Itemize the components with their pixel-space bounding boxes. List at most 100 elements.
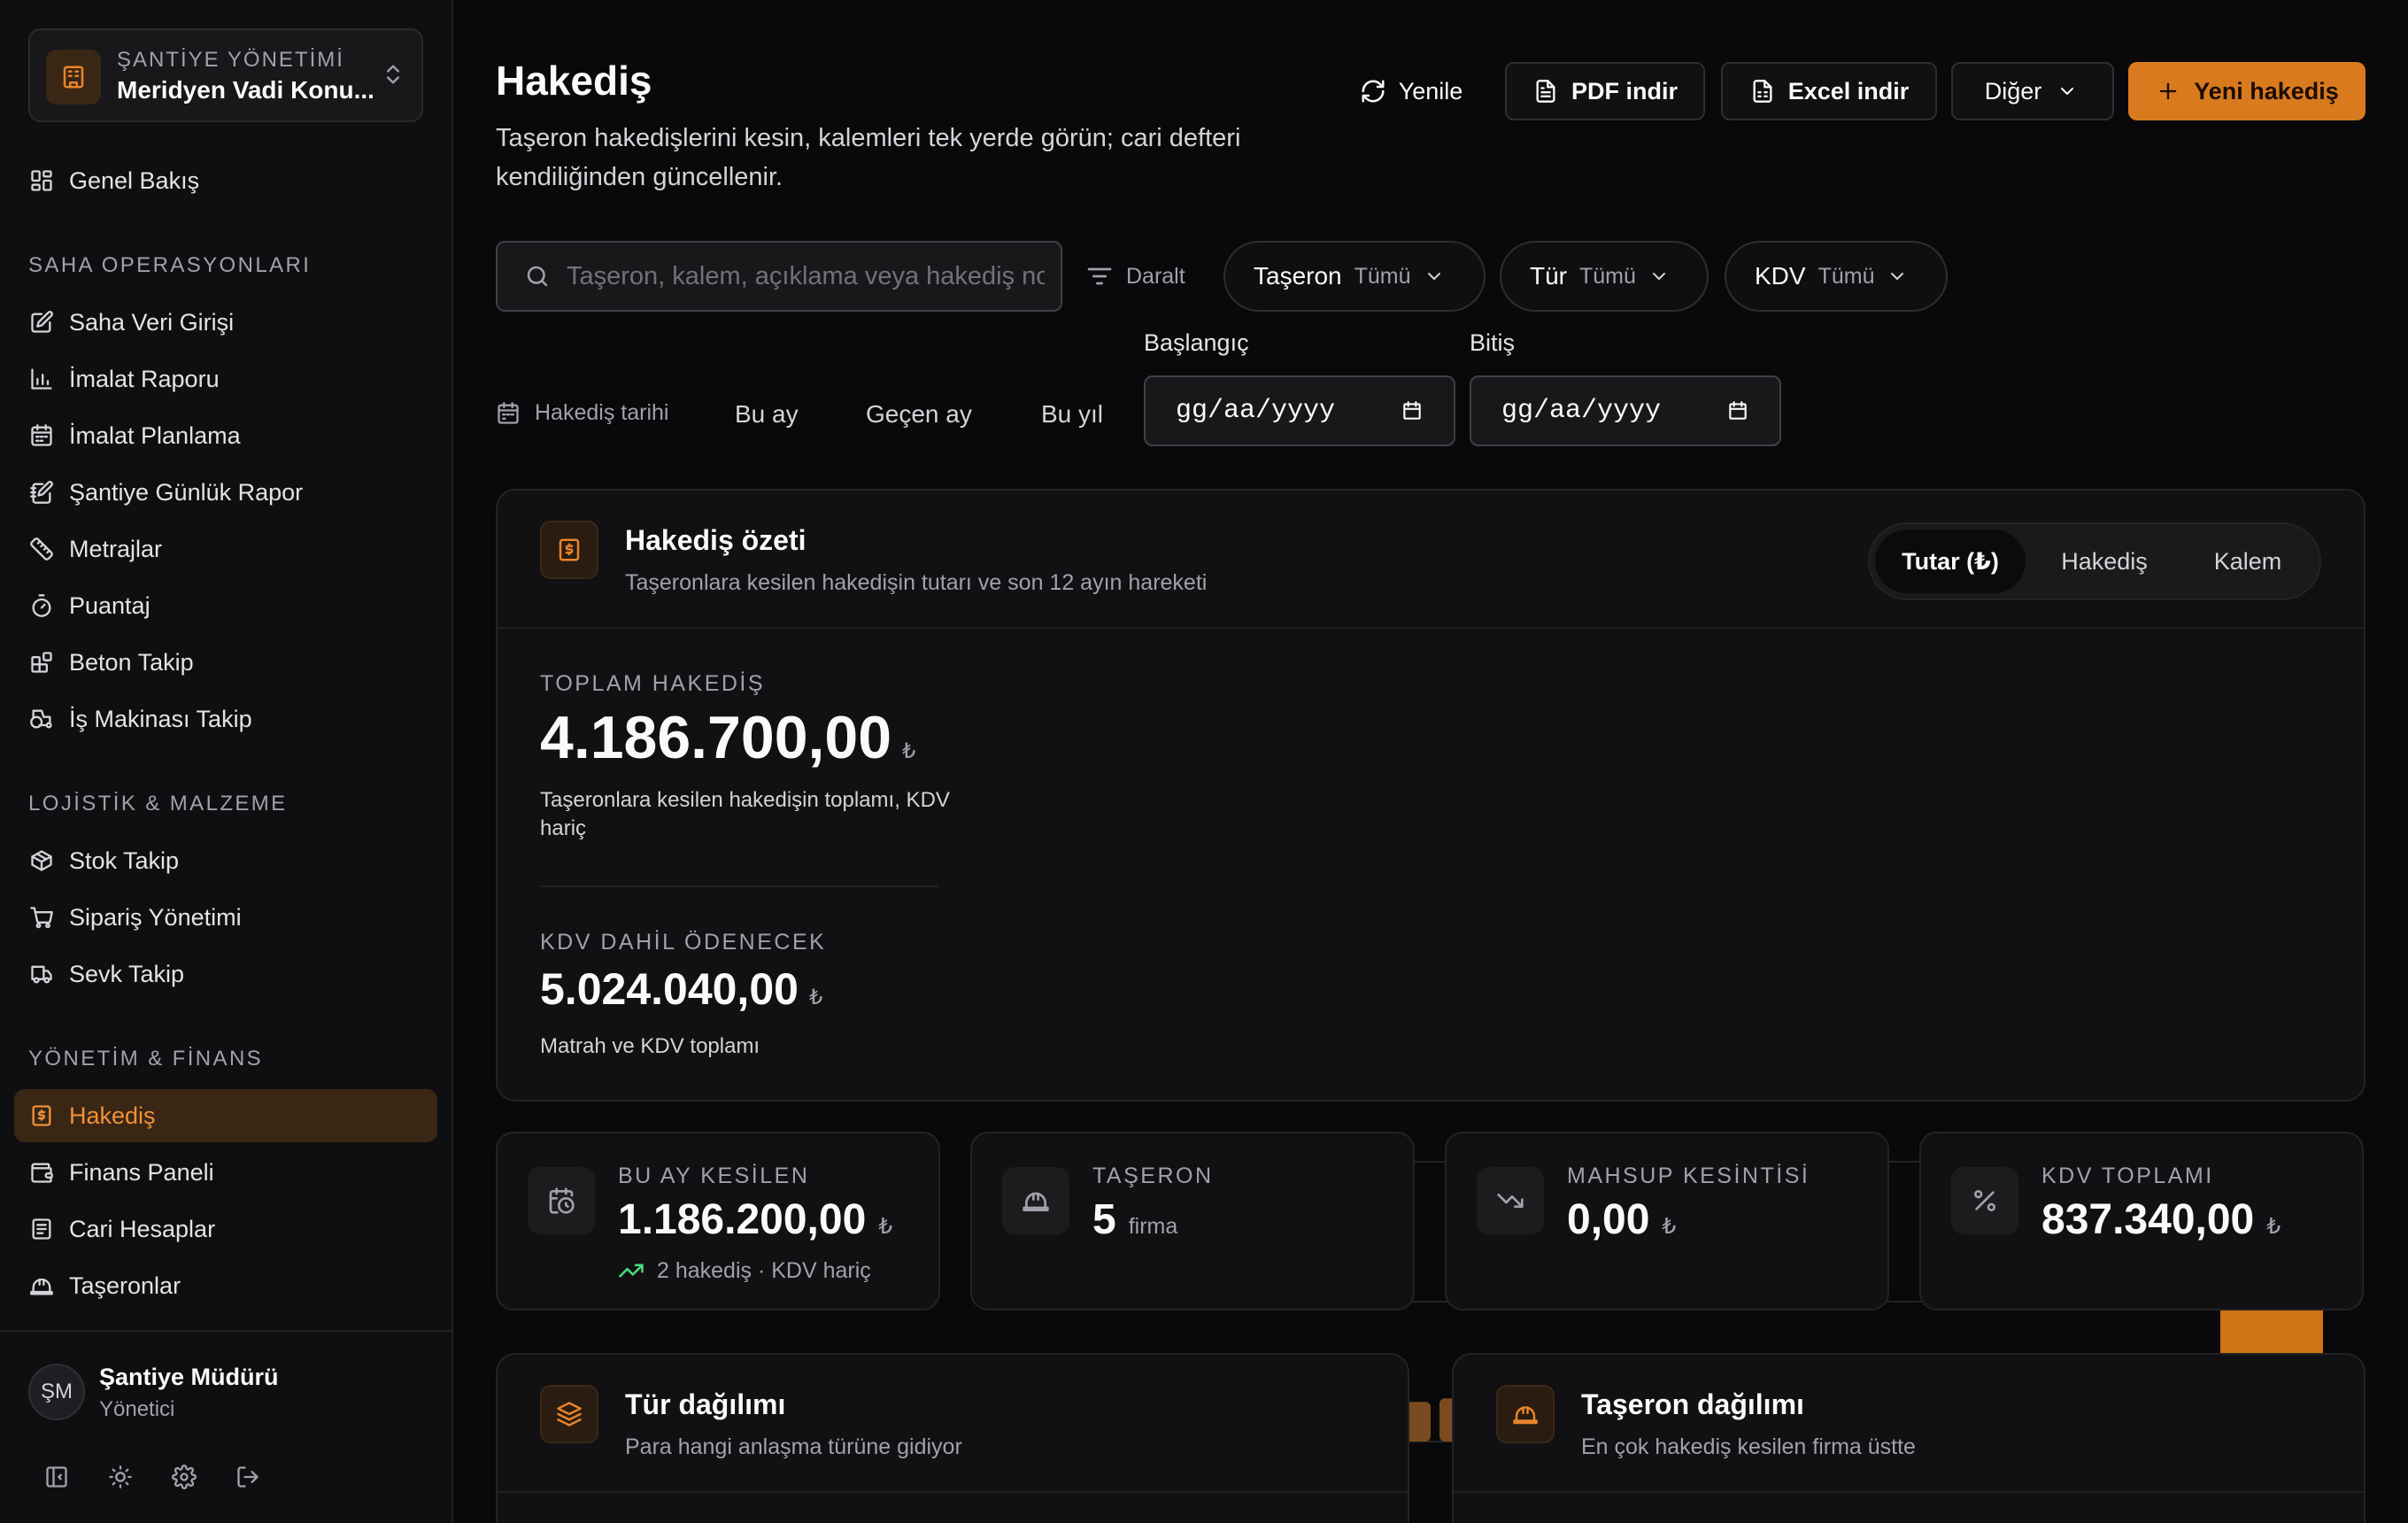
avatar[interactable]: ŞM (28, 1364, 85, 1420)
sidebar-item-progress-payment[interactable]: Hakediş (14, 1089, 437, 1142)
sidebar-item-label: Sevk Takip (69, 960, 185, 987)
sidebar-item-production-report[interactable]: İmalat Raporu (14, 352, 437, 406)
ruler-icon (28, 536, 55, 562)
subcontractor-filter[interactable]: Taşeron Tümü (1223, 241, 1486, 312)
shopping-cart-icon (28, 904, 55, 931)
type-filter[interactable]: Tür Tümü (1500, 241, 1709, 312)
chevron-down-icon (1887, 266, 1908, 287)
sidebar-item-stock[interactable]: Stok Takip (14, 834, 437, 887)
sidebar-item-field-entry[interactable]: Saha Veri Girişi (14, 296, 437, 349)
gear-icon[interactable] (159, 1452, 209, 1502)
sidebar-item-label: Şantiye Günlük Rapor (69, 478, 304, 506)
sidebar-footer: ŞM Şantiye Müdürü Yönetici (0, 1330, 452, 1523)
wallet-icon (28, 1159, 55, 1186)
range-this-year[interactable]: Bu yıl (1041, 400, 1104, 428)
sidebar-collapse-icon[interactable] (32, 1452, 81, 1502)
chevron-down-icon (1648, 266, 1670, 287)
stat-card-offset-deduction: MAHSUP KESİNTİSİ 0,00 ₺ (1445, 1132, 1889, 1310)
calendar-icon (496, 401, 521, 426)
sidebar-item-finance[interactable]: Finans Paneli (14, 1146, 437, 1199)
summary-subtitle: Taşeronlara kesilen hakedişin tutarı ve … (625, 570, 1208, 595)
file-text-icon (1532, 78, 1559, 104)
range-last-month[interactable]: Geçen ay (866, 400, 972, 428)
excel-download-button[interactable]: Excel indir (1721, 62, 1937, 120)
nav-section-title: SAHA OPERASYONLARI (28, 253, 312, 277)
calendar-clock-icon (528, 1167, 595, 1234)
sidebar-item-subcontractors[interactable]: Taşeronlar (14, 1259, 437, 1312)
sidebar-item-accounts[interactable]: Cari Hesaplar (14, 1202, 437, 1256)
sidebar-item-machinery[interactable]: İş Makinası Takip (14, 692, 437, 746)
sidebar-item-production-planning[interactable]: İmalat Planlama (14, 409, 437, 462)
card-divider (1454, 1491, 2364, 1493)
page-subtitle: Taşeron hakedişlerini kesin, kalemleri t… (496, 124, 1241, 191)
refresh-label: Yenile (1398, 77, 1463, 104)
sidebar-item-orders[interactable]: Sipariş Yönetimi (14, 891, 437, 944)
sidebar-item-concrete[interactable]: Beton Takip (14, 636, 437, 689)
pencil-square-icon (28, 309, 55, 336)
summary-card: Hakediş özeti Taşeronlara kesilen hakedi… (496, 489, 2366, 1480)
range-this-month[interactable]: Bu ay (735, 400, 799, 428)
tab-count[interactable]: Hakediş (2061, 547, 2148, 575)
narrow-label: Daralt (1126, 263, 1185, 289)
more-label: Diğer (1984, 77, 2042, 104)
stat-unit: firma (1128, 1214, 1178, 1239)
hard-hat-icon (1002, 1167, 1069, 1234)
new-progress-payment-button[interactable]: Yeni hakediş (2128, 62, 2366, 120)
sidebar-item-label: Genel Bakış (69, 166, 200, 194)
card-subtitle: Para hangi anlaşma türüne gidiyor (625, 1434, 962, 1459)
refresh-button[interactable]: Yenile (1340, 62, 1482, 120)
site-switcher[interactable]: ŞANTİYE YÖNETİMİ Meridyen Vadi Konu... (28, 28, 423, 122)
stat-value: 0,00 ₺ (1567, 1195, 1676, 1244)
refresh-icon (1360, 78, 1386, 104)
end-date-field[interactable]: gg/aa/yyyy (1470, 375, 1781, 446)
percent-icon (1951, 1167, 2018, 1234)
total-label: TOPLAM HAKEDİŞ (540, 671, 766, 696)
kpi-divider (540, 885, 938, 887)
calendar-icon (1401, 399, 1424, 422)
vat-filter[interactable]: KDV Tümü (1725, 241, 1948, 312)
stat-value: 837.340,00 ₺ (2041, 1195, 2281, 1244)
summary-title: Hakediş özeti (625, 524, 807, 556)
sidebar-item-label: Saha Veri Girişi (69, 308, 235, 336)
more-dropdown[interactable]: Diğer (1951, 62, 2114, 120)
chip-label: Tür (1530, 262, 1567, 290)
card-subtitle: En çok hakediş kesilen firma üstte (1581, 1434, 1916, 1459)
sidebar-item-shipment[interactable]: Sevk Takip (14, 947, 437, 1001)
user-name: Şantiye Müdürü (99, 1364, 279, 1390)
filter-lines-icon (1085, 262, 1114, 290)
truck-icon (28, 961, 55, 987)
stat-card-vat-total: KDV TOPLAMI 837.340,00 ₺ (1919, 1132, 2364, 1310)
bar-chart-icon (28, 366, 55, 392)
total-amount: 4.186.700,00 (540, 704, 892, 771)
sidebar-item-overview[interactable]: Genel Bakış (14, 154, 437, 207)
stat-label: BU AY KESİLEN (618, 1164, 810, 1188)
stat-card-this-month: BU AY KESİLEN 1.186.200,00 ₺ 2 hakediş · … (496, 1132, 940, 1310)
tab-items[interactable]: Kalem (2213, 547, 2282, 575)
start-date-field[interactable]: gg/aa/yyyy (1144, 375, 1455, 446)
building-icon (46, 50, 101, 104)
sidebar-item-label: Taşeronlar (69, 1272, 181, 1299)
sidebar-item-label: İmalat Planlama (69, 421, 241, 449)
stat-number: 5 (1092, 1196, 1116, 1243)
sidebar-item-label: Sipariş Yönetimi (69, 903, 242, 931)
site-label: ŞANTİYE YÖNETİMİ (117, 48, 344, 72)
stat-note: 2 hakediş · KDV hariç (618, 1257, 871, 1284)
sidebar-item-label: Beton Takip (69, 648, 194, 676)
tab-amount[interactable]: Tutar (₺) (1875, 530, 2026, 593)
search-box[interactable] (496, 241, 1062, 312)
sun-icon[interactable] (96, 1452, 145, 1502)
stat-card-subcontractors: TAŞERON 5 firma (970, 1132, 1415, 1310)
sidebar-item-timesheet[interactable]: Puantaj (14, 579, 437, 632)
page-title: Hakediş (496, 58, 652, 104)
stat-number: 1.186.200,00 (618, 1196, 867, 1243)
logout-icon[interactable] (223, 1452, 273, 1502)
narrow-button[interactable]: Daralt (1085, 250, 1185, 303)
sidebar-item-daily-report[interactable]: Şantiye Günlük Rapor (14, 466, 437, 519)
card-title: Tür dağılımı (625, 1388, 786, 1420)
package-icon (28, 847, 55, 874)
blocks-icon (28, 649, 55, 676)
layout-grid-icon (28, 167, 55, 194)
pdf-download-button[interactable]: PDF indir (1505, 62, 1705, 120)
search-input[interactable] (567, 261, 1045, 291)
sidebar-item-quantities[interactable]: Metrajlar (14, 522, 437, 576)
